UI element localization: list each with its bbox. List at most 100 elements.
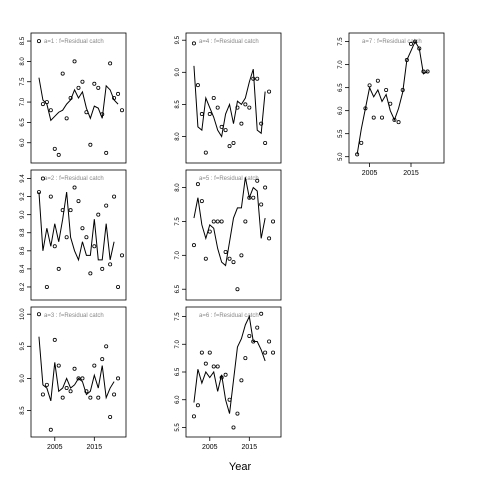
data-point <box>263 185 268 190</box>
data-point <box>116 376 121 381</box>
y-tick-label: 7.5 <box>338 37 344 46</box>
data-point <box>84 389 89 394</box>
data-point <box>271 219 276 224</box>
data-point <box>64 116 69 121</box>
data-point <box>96 395 101 400</box>
data-point <box>417 46 422 51</box>
data-point <box>219 375 224 380</box>
data-point <box>203 256 208 261</box>
y-tick-label: 9.5 <box>175 35 181 44</box>
data-point <box>195 83 200 88</box>
data-point <box>239 121 244 126</box>
y-tick-label: 6.5 <box>20 118 26 127</box>
data-point <box>48 427 53 432</box>
x-tick-label: 2015 <box>403 170 419 177</box>
panel-label: a=7 : f=Residual catch <box>362 39 422 45</box>
data-point <box>207 229 212 234</box>
data-point <box>199 199 204 204</box>
data-point <box>207 350 212 355</box>
data-point <box>96 212 101 217</box>
data-point <box>76 85 81 90</box>
y-tick-label: 8.0 <box>175 183 181 192</box>
data-point <box>235 287 240 292</box>
panel-frame <box>30 169 127 301</box>
data-point <box>235 411 240 416</box>
panel-label: a=5 : f=Residual catch <box>199 176 259 182</box>
data-point <box>52 244 57 249</box>
data-point <box>56 363 61 368</box>
data-point <box>404 58 409 63</box>
data-point <box>40 176 45 181</box>
y-tick-label: 7.0 <box>338 60 344 69</box>
data-point <box>60 71 65 76</box>
x-tick-label: 2005 <box>47 444 63 451</box>
data-point <box>195 403 200 408</box>
data-point <box>191 414 196 419</box>
y-tick-label: 9.5 <box>20 341 26 350</box>
panel-frame <box>185 306 282 438</box>
data-point <box>60 395 65 400</box>
data-point <box>251 339 256 344</box>
data-point <box>191 41 196 46</box>
data-point <box>255 76 260 81</box>
y-tick-label: 6.5 <box>338 83 344 92</box>
data-point <box>259 311 264 316</box>
panel-a6: 5.5 6.0 6.5 7.0 7.5 2005 2015 a=6 : f=Residual … <box>175 306 282 451</box>
x-axis-title: Year <box>229 461 252 473</box>
data-point <box>223 372 228 377</box>
data-point <box>371 115 376 120</box>
data-point <box>203 150 208 155</box>
data-point <box>108 414 113 419</box>
data-point <box>92 363 97 368</box>
data-point <box>247 195 252 200</box>
y-tick-label: 9.0 <box>175 67 181 76</box>
data-point <box>267 339 272 344</box>
y-tick-label: 7.0 <box>175 251 181 260</box>
x-tick-label: 2015 <box>242 444 258 451</box>
data-point <box>48 108 53 113</box>
data-point <box>227 397 232 402</box>
data-point <box>231 425 236 430</box>
data-point <box>52 146 57 151</box>
y-tick-label: 8.2 <box>20 282 26 291</box>
data-point <box>219 219 224 224</box>
data-point <box>247 105 252 110</box>
y-tick-label: 9.2 <box>20 192 26 201</box>
data-point <box>243 102 248 107</box>
y-tick-label: 7.0 <box>20 97 26 106</box>
data-point <box>425 69 430 74</box>
data-point <box>120 108 125 113</box>
data-point <box>396 120 401 125</box>
panel-frame <box>348 32 445 164</box>
data-point <box>100 266 105 271</box>
data-point <box>243 219 248 224</box>
y-tick-label: 8.6 <box>20 246 26 255</box>
y-tick-label: 9.0 <box>20 374 26 383</box>
data-point <box>104 203 109 208</box>
data-point <box>112 392 117 397</box>
data-point <box>215 364 220 369</box>
data-point <box>255 325 260 330</box>
data-point <box>40 102 45 107</box>
data-point <box>195 182 200 187</box>
data-point <box>271 350 276 355</box>
data-point <box>104 150 109 155</box>
data-point <box>388 101 393 106</box>
data-point <box>68 96 73 101</box>
data-point <box>375 78 380 83</box>
y-tick-label: 6.0 <box>338 106 344 115</box>
data-point <box>199 350 204 355</box>
data-point <box>267 89 272 94</box>
panel-frame <box>30 306 127 438</box>
data-point <box>243 356 248 361</box>
data-point <box>72 185 77 190</box>
y-tick-label: 6.5 <box>175 367 181 376</box>
y-tick-label: 6.0 <box>20 138 26 147</box>
fitted-line <box>193 177 266 267</box>
data-point <box>88 395 93 400</box>
data-point <box>44 100 49 105</box>
panel-label: a=6 : f=Residual catch <box>199 313 259 319</box>
data-point <box>223 249 228 254</box>
data-point <box>379 115 384 120</box>
